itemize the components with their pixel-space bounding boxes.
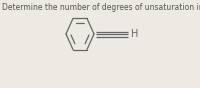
- Text: H: H: [131, 29, 138, 39]
- Text: Determine the number of degrees of unsaturation in this molecule:: Determine the number of degrees of unsat…: [2, 3, 200, 12]
